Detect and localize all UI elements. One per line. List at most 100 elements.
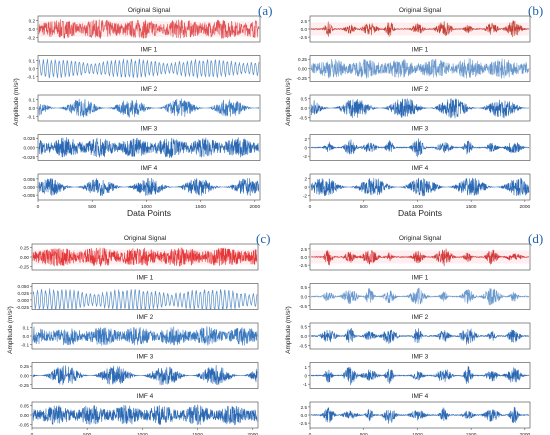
x-tick-label: 500 (88, 204, 96, 210)
y-tick-label: 0.025 (18, 291, 30, 296)
y-tick-label: -2 (303, 154, 308, 159)
subplot: Original Signal 0.2 0.0 -0.2 (27, 7, 261, 43)
y-tick-label: -0.025 (22, 155, 35, 160)
y-tick-label: 0.2 (29, 18, 36, 23)
subplot: IMF 2 0.5 0.0 -0.5 (299, 314, 531, 350)
x-tick-label: 2000 (520, 204, 531, 210)
signal-band (311, 22, 529, 36)
y-tick-label: 0.025 (24, 136, 36, 141)
subplot-title: Original Signal (128, 7, 171, 14)
y-tick-label: -2.5 (299, 263, 307, 268)
subplot: IMF 1 0.050 0.025 0.000 -0.025 (16, 275, 259, 310)
subplot-title: IMF 1 (137, 275, 154, 282)
y-tick-label: -1 (303, 382, 308, 387)
y-tick-label: 0.05 (20, 404, 29, 409)
signal-line (38, 137, 260, 159)
y-tick-label: 0.0 (301, 334, 308, 339)
y-tick-label: -0.5 (299, 343, 307, 348)
x-axis-label: Data Points (127, 208, 171, 218)
signal-line (38, 58, 260, 79)
signal-line (310, 248, 530, 267)
x-tick-label: 1500 (466, 204, 477, 210)
signal-band (311, 250, 529, 264)
subplot: IMF 3 2 0 -2 (303, 126, 531, 161)
subplot: IMF 4 0.05 0.00 -0.05 (19, 393, 259, 429)
signal-line (38, 98, 260, 118)
subplot: IMF 4 0.005 0.000 -0.005 (22, 165, 261, 201)
signal-line (32, 247, 258, 267)
y-tick-label: 2.5 (301, 19, 308, 24)
x-tick-label: 0 (31, 432, 34, 435)
subplot: IMF 4 2 0 -2 (303, 165, 531, 201)
x-tick-label: 1000 (137, 432, 148, 435)
x-tick-label: 2000 (520, 432, 531, 435)
y-tick-label: 2 (304, 176, 307, 181)
y-tick-label: -0.05 (19, 422, 30, 427)
subplot: IMF 4 2.5 0.0 -2.5 (299, 393, 531, 429)
y-tick-label: 0.000 (18, 298, 30, 303)
y-axis-label: Amplitude (m/s²) (285, 306, 292, 354)
subplot-title: IMF 1 (141, 47, 158, 54)
x-tick-label: 1000 (141, 204, 152, 210)
x-tick-label: 2000 (247, 432, 258, 435)
x-tick-label: 1000 (412, 204, 423, 210)
y-tick-label: -2 (303, 194, 308, 199)
y-tick-label: 0.005 (24, 177, 36, 182)
subplot: Original Signal 2.5 0.0 -2.5 (299, 235, 531, 271)
subplot-title: IMF 4 (412, 165, 429, 172)
y-tick-label: 0 (304, 146, 307, 151)
y-tick-label: -0.5 (299, 304, 307, 309)
y-tick-label: 2.5 (301, 405, 308, 410)
chart-panel: (d) Original Signal 2.5 0.0 -2.5 IMF 1 0.5 0.0 -… (285, 231, 543, 435)
signal-line (310, 366, 530, 386)
subplot-title: IMF 4 (137, 393, 154, 400)
subplot-title: IMF 2 (412, 86, 429, 93)
signal-line (310, 177, 530, 197)
y-axis-label: Amplitude (m/s²) (285, 78, 292, 126)
y-tick-label: 0.00 (20, 413, 29, 418)
subplot: IMF 1 0.25 0.00 -0.25 (297, 47, 531, 82)
signal-line (38, 177, 260, 196)
x-tick-label: 500 (360, 432, 368, 435)
subplot: IMF 2 0.1 0.0 -0.1 (27, 86, 261, 122)
signal-band (33, 249, 257, 265)
y-tick-label: 0.5 (301, 325, 308, 330)
panel-label: (b) (528, 3, 543, 18)
x-axis-label: Data Points (398, 208, 442, 218)
x-tick-label: 1000 (412, 432, 423, 435)
panel-label: (a) (258, 3, 272, 18)
y-tick-label: 0.0 (23, 334, 30, 339)
y-tick-label: 2 (304, 137, 307, 142)
x-tick-label: 1500 (466, 432, 477, 435)
signal-line (310, 327, 530, 345)
y-tick-label: 0.5 (301, 285, 308, 290)
subplot: Original Signal 2.5 0.0 -2.5 (299, 7, 531, 43)
signal-line (32, 404, 258, 426)
y-tick-label: -0.2 (27, 36, 35, 41)
y-tick-label: 0.0 (301, 413, 308, 418)
chart-panel: (a) Original Signal 0.2 0.0 -0.2 IMF 1 0.1 0.0 -… (13, 3, 272, 218)
y-tick-label: -0.25 (19, 383, 30, 388)
y-tick-label: 0.0 (301, 106, 308, 111)
subplot-title: IMF 1 (412, 275, 429, 282)
panel-label: (c) (256, 231, 270, 246)
subplot-title: IMF 1 (412, 47, 429, 54)
y-tick-label: 0.1 (29, 58, 36, 63)
subplot-title: IMF 4 (412, 393, 429, 400)
subplot: IMF 1 0.5 0.0 -0.5 (299, 275, 531, 310)
y-axis-label: Amplitude (m/s²) (13, 78, 20, 126)
x-tick-label: 1500 (195, 204, 206, 210)
y-tick-label: 0.25 (298, 57, 307, 62)
signal-line (310, 98, 530, 119)
y-tick-label: 0.0 (301, 295, 308, 300)
y-tick-label: 0.00 (298, 67, 307, 72)
signal-line (32, 288, 258, 310)
y-tick-label: -0.005 (22, 193, 35, 198)
y-tick-label: 0.00 (20, 374, 29, 379)
y-tick-label: -0.25 (297, 76, 308, 81)
subplot: IMF 1 0.1 0.0 -0.1 (27, 47, 261, 82)
y-tick-label: 0.1 (23, 325, 30, 330)
subplot-title: IMF 3 (141, 126, 158, 133)
subplot-title: IMF 4 (141, 165, 158, 172)
subplot-title: Original Signal (399, 7, 442, 14)
